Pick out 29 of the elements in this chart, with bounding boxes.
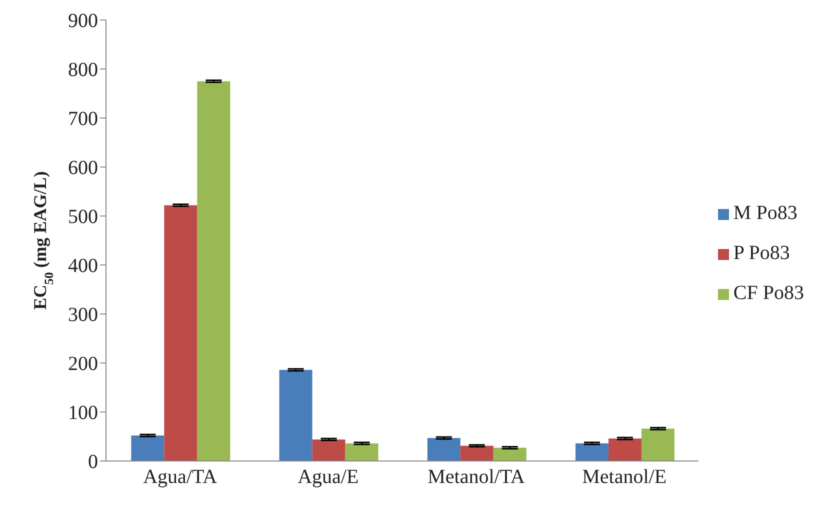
bar xyxy=(345,443,378,461)
x-tick-label: Agua/TA xyxy=(143,466,218,488)
legend-label: P Po83 xyxy=(733,242,790,264)
legend-label: M Po83 xyxy=(733,202,798,224)
bar xyxy=(131,436,164,461)
bar xyxy=(197,81,230,461)
y-tick-label: 900 xyxy=(68,10,98,32)
y-tick-label: 200 xyxy=(68,353,98,376)
bar xyxy=(312,439,346,461)
x-tick-label: Agua/E xyxy=(298,466,359,488)
y-tick-label: 800 xyxy=(68,59,98,82)
y-tick-label: 700 xyxy=(68,108,98,130)
x-tick-label: Metanol/E xyxy=(582,466,667,488)
y-tick-label: 600 xyxy=(68,157,98,180)
bar xyxy=(641,428,674,461)
bar xyxy=(427,438,460,461)
y-tick-label: 0 xyxy=(88,451,98,474)
bar xyxy=(279,370,312,461)
bar xyxy=(460,446,494,461)
y-tick-label: 300 xyxy=(68,304,98,326)
bar xyxy=(493,448,526,461)
bar xyxy=(164,205,198,461)
legend-label: CF Po83 xyxy=(733,282,804,304)
y-tick-label: 100 xyxy=(68,402,98,424)
y-tick-label: 500 xyxy=(68,206,98,228)
x-tick-label: Metanol/TA xyxy=(428,466,526,488)
y-tick-label: 400 xyxy=(68,255,98,278)
bar xyxy=(575,443,608,461)
bar xyxy=(608,438,642,461)
